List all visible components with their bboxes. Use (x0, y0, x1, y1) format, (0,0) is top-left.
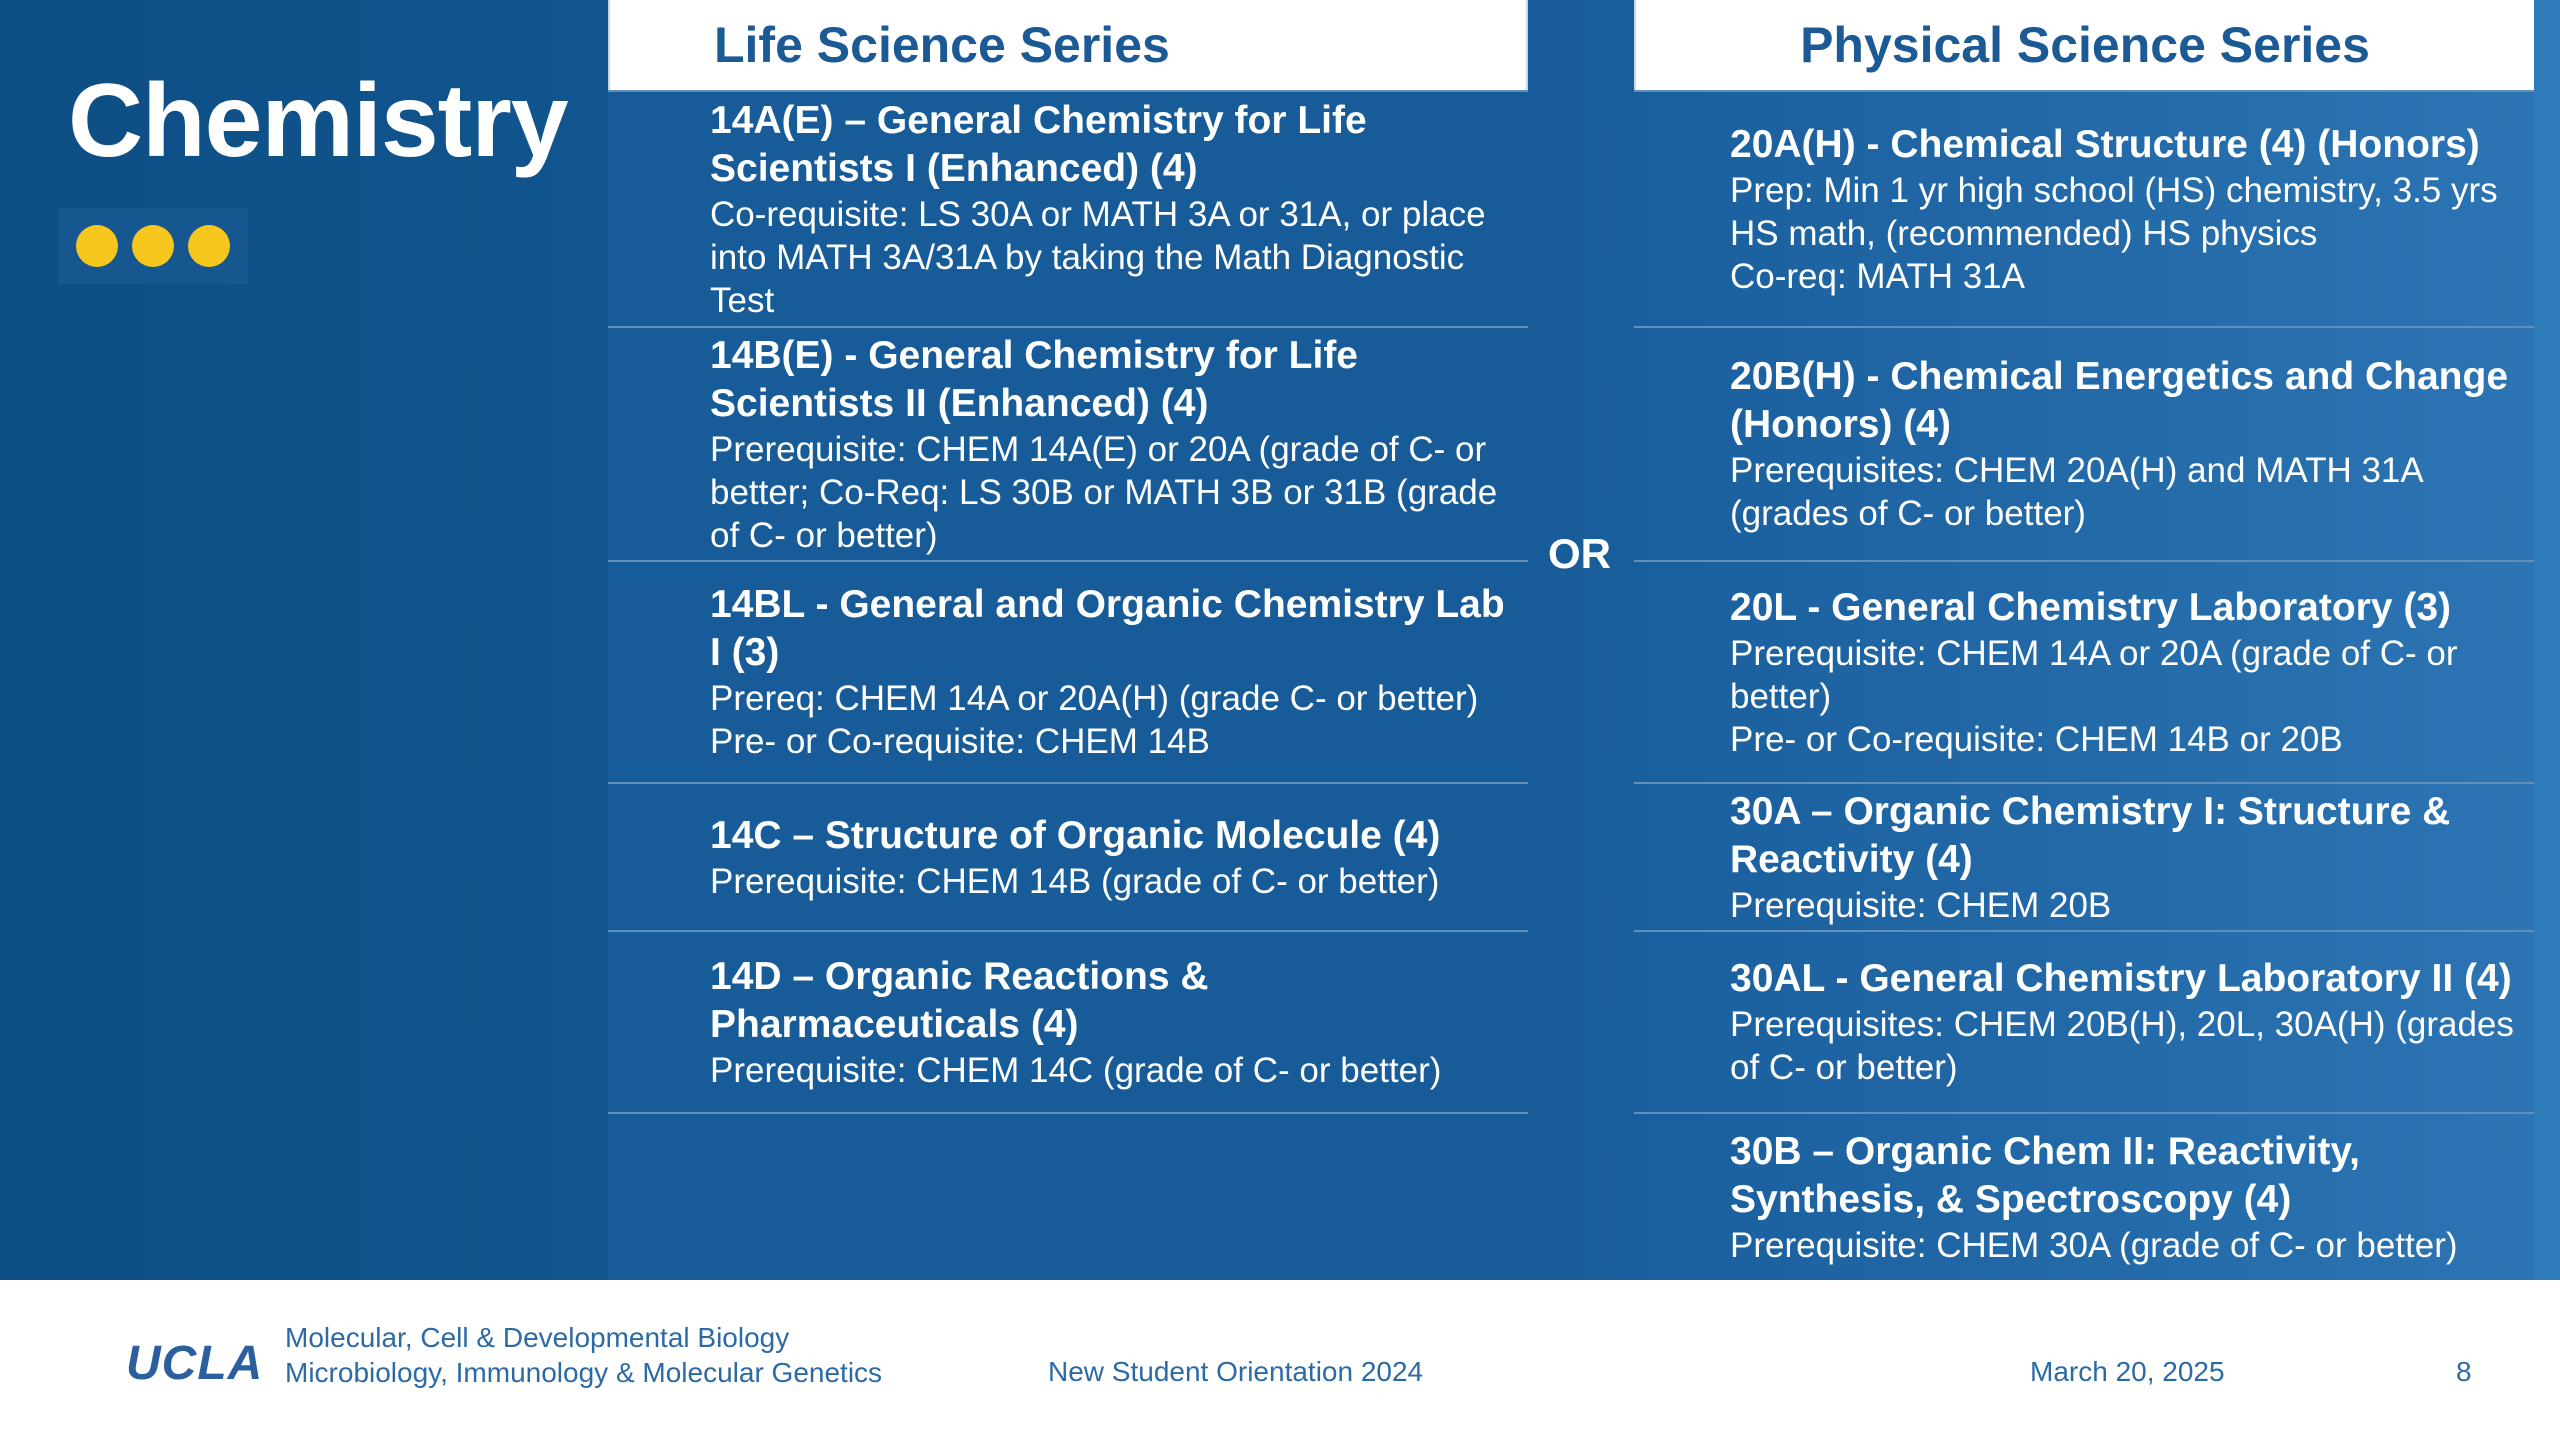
decorative-dots (58, 208, 248, 284)
course-card: 30B – Organic Chem II: Reactivity, Synth… (1634, 1112, 2534, 1280)
course-requirement: Prerequisite: CHEM 30A (grade of C- or b… (1730, 1225, 2458, 1265)
course-requirement: Co-requisite: LS 30A or MATH 3A or 31A, … (710, 194, 1486, 320)
department-line: Microbiology, Immunology & Molecular Gen… (285, 1357, 883, 1388)
course-requirement: Prerequisite: CHEM 20B (1730, 885, 2112, 925)
course-requirement: Prep: Min 1 yr high school (HS) chemistr… (1730, 170, 2498, 253)
course-title: 30B – Organic Chem II: Reactivity, Synth… (1730, 1129, 2360, 1221)
footer-date: March 20, 2025 (2030, 1356, 2225, 1387)
course-requirement: Pre- or Co-requisite: CHEM 14B or 20B (1730, 719, 2343, 759)
footer (0, 1280, 2560, 1440)
course-card: 30AL - General Chemistry Laboratory II (… (1634, 930, 2534, 1112)
course-card: 14BL - General and Organic Chemistry Lab… (608, 560, 1528, 782)
course-card: 14C – Structure of Organic Molecule (4) … (608, 782, 1528, 930)
physical-science-column: Physical Science Series 20A(H) - Chemica… (1634, 0, 2534, 1280)
course-card: 20A(H) - Chemical Structure (4) (Honors)… (1634, 90, 2534, 326)
course-requirement: Prerequisite: CHEM 14B (grade of C- or b… (710, 861, 1440, 901)
course-card: 14B(E) - General Chemistry for Life Scie… (608, 326, 1528, 560)
department-line: Molecular, Cell & Developmental Biology (285, 1322, 790, 1353)
or-separator: OR (1548, 530, 1611, 577)
course-card: 20L - General Chemistry Laboratory (3) P… (1634, 560, 2534, 782)
course-requirement: Prerequisites: CHEM 20A(H) and MATH 31A … (1730, 451, 2422, 533)
course-title: 14D – Organic Reactions & Pharmaceutical… (710, 954, 1209, 1046)
course-title: 14A(E) – General Chemistry for Life Scie… (710, 98, 1367, 190)
course-requirement: Co-req: MATH 31A (1730, 256, 2025, 296)
edge-strip (2534, 0, 2560, 1280)
page-title: Chemistry (68, 63, 569, 179)
course-card: 14A(E) – General Chemistry for Life Scie… (608, 90, 1528, 326)
course-title: 20L - General Chemistry Laboratory (3) (1730, 585, 2452, 629)
course-title: 14B(E) - General Chemistry for Life Scie… (710, 333, 1358, 425)
course-requirement: Prerequisite: CHEM 14A or 20A (grade of … (1730, 633, 2458, 716)
course-title: 30A – Organic Chemistry I: Structure & R… (1730, 789, 2451, 881)
course-title: 20B(H) - Chemical Energetics and Change … (1730, 355, 2509, 446)
dot-icon (76, 225, 118, 267)
life-science-column: Life Science Series 14A(E) – General Che… (608, 0, 1528, 1280)
course-card: 30A – Organic Chemistry I: Structure & R… (1634, 782, 2534, 930)
title-panel (0, 0, 608, 1280)
physical-science-heading: Physical Science Series (1634, 0, 2534, 90)
empty-card (608, 1112, 1528, 1280)
page-number: 8 (2456, 1356, 2472, 1387)
course-requirement: Pre- or Co-requisite: CHEM 14B (710, 722, 1210, 761)
course-card: 14D – Organic Reactions & Pharmaceutical… (608, 930, 1528, 1112)
dot-icon (188, 225, 230, 267)
course-title: 14BL - General and Organic Chemistry Lab… (710, 583, 1505, 674)
ucla-logo: UCLA (126, 1337, 264, 1390)
course-title: 14C – Structure of Organic Molecule (4) (710, 813, 1441, 857)
course-requirement: Prerequisite: CHEM 14C (grade of C- or b… (710, 1050, 1442, 1090)
dot-icon (132, 225, 174, 267)
event-name: New Student Orientation 2024 (1048, 1356, 1424, 1387)
course-title: 20A(H) - Chemical Structure (4) (Honors) (1730, 122, 2480, 166)
course-requirement: Prereq: CHEM 14A or 20A(H) (grade C- or … (710, 679, 1479, 718)
course-requirement: Prerequisites: CHEM 20B(H), 20L, 30A(H) … (1730, 1005, 2514, 1087)
life-science-heading: Life Science Series (608, 0, 1528, 90)
course-card: 20B(H) - Chemical Energetics and Change … (1634, 326, 2534, 560)
course-title: 30AL - General Chemistry Laboratory II (… (1730, 957, 2512, 1000)
department-names: Molecular, Cell & Developmental Biology … (285, 1320, 882, 1390)
course-requirement: Prerequisite: CHEM 14A(E) or 20A (grade … (710, 429, 1498, 555)
